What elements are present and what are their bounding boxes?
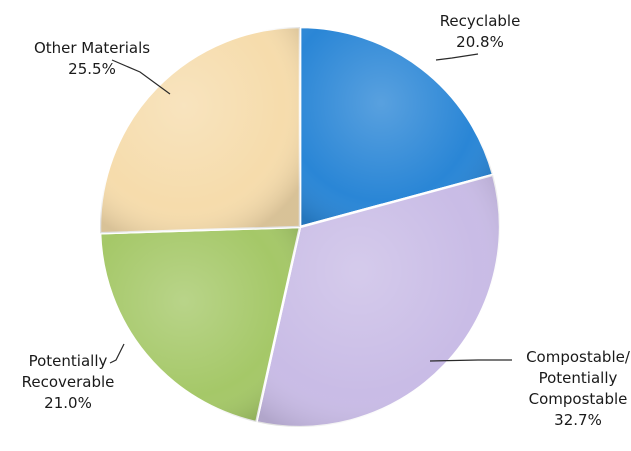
slice-name-line: Compostable: [529, 390, 628, 408]
slice-label-recyclable: Recyclable 20.8%: [440, 12, 521, 51]
leader-line-other-materials: [111, 59, 171, 95]
slice-value-label: 32.7%: [554, 411, 602, 429]
slice-name-line: Potentially: [539, 369, 618, 387]
pie-slice-shading: [300, 27, 494, 227]
slice-labels: Recyclable 20.8%Compostable/Potentially Co…: [22, 12, 631, 429]
slice-name-line: Other Materials: [34, 39, 150, 57]
slice-value-label: 20.8%: [456, 33, 504, 51]
leader-line-compostable-potentially-compostable: [429, 359, 512, 362]
slice-name-line: Compostable/: [526, 348, 631, 366]
slice-label-compostable-potentially-compostable: Compostable/Potentially Compostable 32.7%: [526, 348, 631, 429]
slice-label-potentially-recoverable: Potentially Recoverable 21.0%: [22, 352, 115, 412]
pie-slice-shading: [100, 227, 300, 423]
slice-name-line: Potentially: [29, 352, 108, 370]
pie-slices: [98, 25, 502, 429]
slice-value-label: 25.5%: [68, 60, 116, 78]
slice-name-line: Recyclable: [440, 12, 521, 30]
slice-name-line: Recoverable: [22, 373, 115, 391]
leader-line-recyclable: [435, 53, 479, 61]
leader-line-potentially-recoverable: [109, 343, 125, 364]
slice-value-label: 21.0%: [44, 394, 92, 412]
pie-slice-shading: [100, 27, 300, 234]
slice-label-other-materials: Other Materials 25.5%: [34, 39, 150, 78]
pie-slice-shading: [256, 174, 501, 427]
